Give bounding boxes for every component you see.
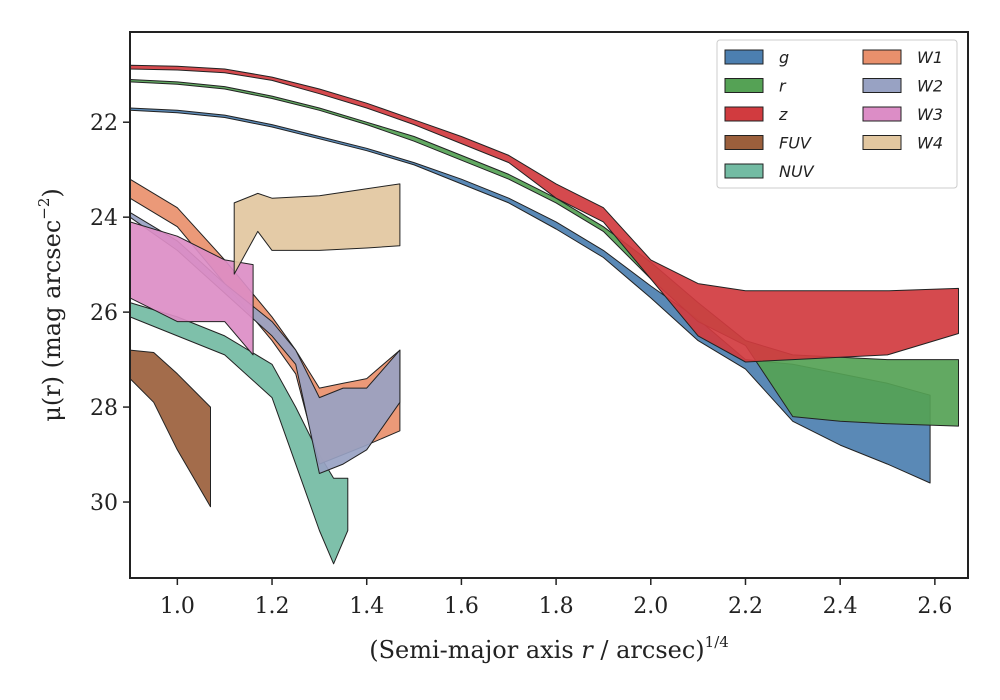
band-w3 xyxy=(129,221,254,356)
profile-bands xyxy=(129,64,959,565)
x-tick-label: 1.4 xyxy=(349,594,384,619)
y-tick-label: 24 xyxy=(90,206,118,231)
x-tick-label: 1.8 xyxy=(539,594,574,619)
legend-label-r: r xyxy=(779,77,787,96)
legend-swatch-fuv xyxy=(724,135,764,150)
legend-label-g: g xyxy=(779,48,789,67)
x-tick-label: 2.0 xyxy=(633,594,668,619)
y-tick-label: 26 xyxy=(90,301,118,326)
band-nuv xyxy=(129,302,349,565)
x-tick-label: 1.0 xyxy=(160,594,195,619)
legend-swatch-w4 xyxy=(862,135,902,150)
legend-label-fuv: FUV xyxy=(779,134,812,153)
legend-label-z: z xyxy=(778,105,788,124)
legend: grz FUV NUV W1 W2 W3 W4 xyxy=(716,39,958,189)
legend-swatch-r xyxy=(724,78,764,93)
legend-box xyxy=(716,39,958,189)
plot-frame xyxy=(129,31,969,579)
x-tick-label: 2.6 xyxy=(917,594,952,619)
x-tick-label: 2.4 xyxy=(823,594,858,619)
x-axis-label: (Semi-major axis r / arcsec)1/4 xyxy=(369,633,729,664)
band-z xyxy=(129,64,959,363)
x-tick-label: 1.6 xyxy=(444,594,479,619)
legend-label-nuv: NUV xyxy=(779,162,815,181)
legend-swatch-w3 xyxy=(862,106,902,122)
legend-swatch-w2 xyxy=(862,78,902,93)
legend-label-w1: W1 xyxy=(917,48,943,67)
x-tick-label: 1.2 xyxy=(255,594,290,619)
y-tick-label: 28 xyxy=(90,396,118,421)
y-axis-label: μ(r) (mag arcsec−2) xyxy=(35,188,66,422)
band-r xyxy=(129,79,959,427)
legend-swatch-z xyxy=(724,106,764,122)
legend-label-w3: W3 xyxy=(917,105,943,124)
x-axis-ticks: 1.0 1.2 1.4 1.6 1.8 2.0 2.2 2.4 2.6 xyxy=(160,578,952,619)
y-axis-ticks: 22 24 26 28 30 xyxy=(90,111,130,516)
y-tick-label: 22 xyxy=(90,111,118,136)
legend-swatch-g xyxy=(724,49,764,65)
y-tick-label: 30 xyxy=(90,491,118,516)
legend-label-w2: W2 xyxy=(917,77,943,96)
legend-swatch-nuv xyxy=(724,163,764,179)
legend-swatch-w1 xyxy=(862,49,902,65)
band-w4 xyxy=(233,183,401,275)
x-tick-label: 2.2 xyxy=(728,594,763,619)
band-g xyxy=(129,107,931,484)
legend-label-w4: W4 xyxy=(917,134,943,153)
band-fuv xyxy=(129,349,211,508)
